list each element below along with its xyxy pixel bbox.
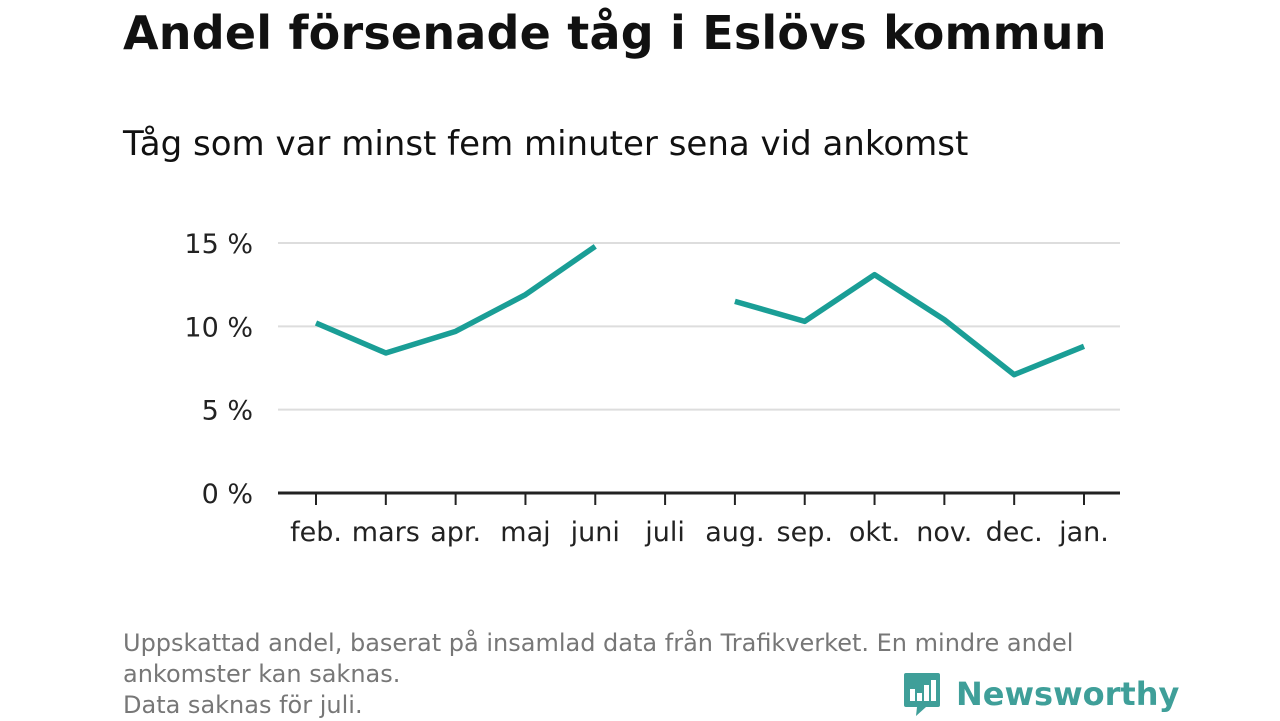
newsworthy-logo-icon (902, 671, 942, 717)
footnote-line-1: Uppskattad andel, baserat på insamlad da… (123, 628, 1163, 659)
gridlines (278, 243, 1120, 410)
brand-name: Newsworthy (956, 675, 1179, 713)
series-line-segment (735, 275, 1084, 375)
series-line (316, 246, 1084, 375)
x-tick-label: sep. (777, 517, 833, 548)
brand-logo: Newsworthy (902, 670, 1179, 718)
x-tick-label: apr. (430, 517, 481, 548)
x-tick-label: okt. (849, 517, 900, 548)
y-tick-label: 10 % (184, 312, 253, 343)
x-tick-label: feb. (290, 517, 342, 548)
x-tick-label: juli (644, 517, 685, 548)
x-tick-label: nov. (916, 517, 972, 548)
x-tick-label: maj (500, 517, 550, 548)
x-tick-label: dec. (986, 517, 1043, 548)
series-line-segment (316, 246, 595, 353)
x-tick-label: aug. (705, 517, 764, 548)
x-tick-label: mars (352, 517, 420, 548)
y-tick-label: 0 % (202, 479, 253, 510)
y-tick-label: 15 % (184, 229, 253, 260)
x-tick-label: jan. (1058, 517, 1109, 548)
x-tick-label: juni (570, 517, 620, 548)
y-axis-labels: 0 % 5 % 10 % 15 % (184, 229, 253, 510)
y-tick-label: 5 % (202, 396, 253, 427)
